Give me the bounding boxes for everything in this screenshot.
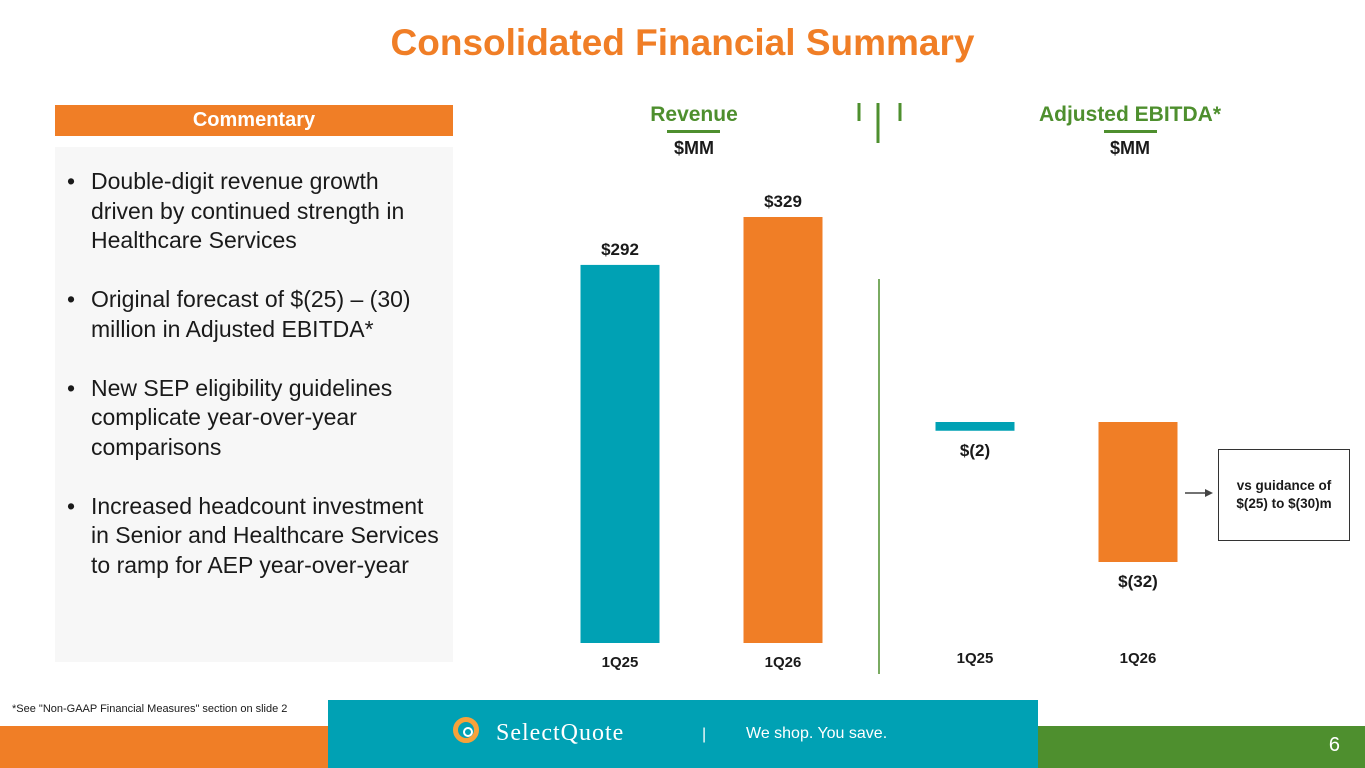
revenue-bar <box>580 264 660 643</box>
tagline: We shop. You save. <box>746 725 888 742</box>
revenue-bar <box>743 217 823 643</box>
ebitda-bar <box>935 422 1015 431</box>
revenue-category-label: 1Q25 <box>602 654 639 671</box>
revenue-value-label: $292 <box>601 240 639 259</box>
footnote: *See "Non-GAAP Financial Measures" secti… <box>12 703 288 715</box>
footer-separator: | <box>702 726 707 743</box>
brand-name: SelectQuote <box>496 720 625 746</box>
ebitda-category-label: 1Q26 <box>1120 650 1157 667</box>
commentary-list: Double-digit revenue growth driven by co… <box>55 147 453 580</box>
selectquote-logo-icon <box>453 717 479 743</box>
commentary-bullet: Original forecast of $(25) – (30) millio… <box>67 285 441 344</box>
commentary-box: Double-digit revenue growth driven by co… <box>55 147 453 662</box>
commentary-bullet: New SEP eligibility guidelines complicat… <box>67 374 441 463</box>
revenue-heading: Revenue <box>650 103 738 126</box>
ebitda-bar <box>1098 422 1178 562</box>
commentary-bullet: Double-digit revenue growth driven by co… <box>67 167 441 256</box>
callout-arrow-head <box>1205 489 1213 497</box>
revenue-unit: $MM <box>674 138 714 158</box>
revenue-value-label: $329 <box>764 192 802 211</box>
ebitda-unit: $MM <box>1110 138 1150 158</box>
footer-teal-band: SelectQuote | We shop. You save. <box>328 700 1038 768</box>
ebitda-value-label: $(2) <box>960 441 990 460</box>
ebitda-value-label: $(32) <box>1118 572 1158 591</box>
revenue-category-label: 1Q26 <box>765 654 802 671</box>
ebitda-heading-rule <box>1104 130 1157 133</box>
financial-charts: $292 1Q25 $329 1Q26 $(2) 1Q25 $(32) 1Q26 <box>580 103 1213 674</box>
commentary-bullet: Increased headcount investment in Senior… <box>67 492 441 581</box>
bars-layer: $292 1Q25 $329 1Q26 $(2) 1Q25 $(32) 1Q26 <box>580 192 1213 671</box>
ebitda-category-label: 1Q25 <box>957 650 994 667</box>
page-title: Consolidated Financial Summary <box>390 22 975 63</box>
footer-orange-band <box>0 726 328 768</box>
page-number: 6 <box>1328 734 1340 756</box>
commentary-header: Commentary <box>55 105 453 136</box>
revenue-heading-rule <box>667 130 720 133</box>
guidance-callout: vs guidance of $(25) to $(30)m <box>1218 449 1350 541</box>
ebitda-heading: Adjusted EBITDA* <box>1038 103 1221 126</box>
footer-green-band <box>1038 726 1365 768</box>
